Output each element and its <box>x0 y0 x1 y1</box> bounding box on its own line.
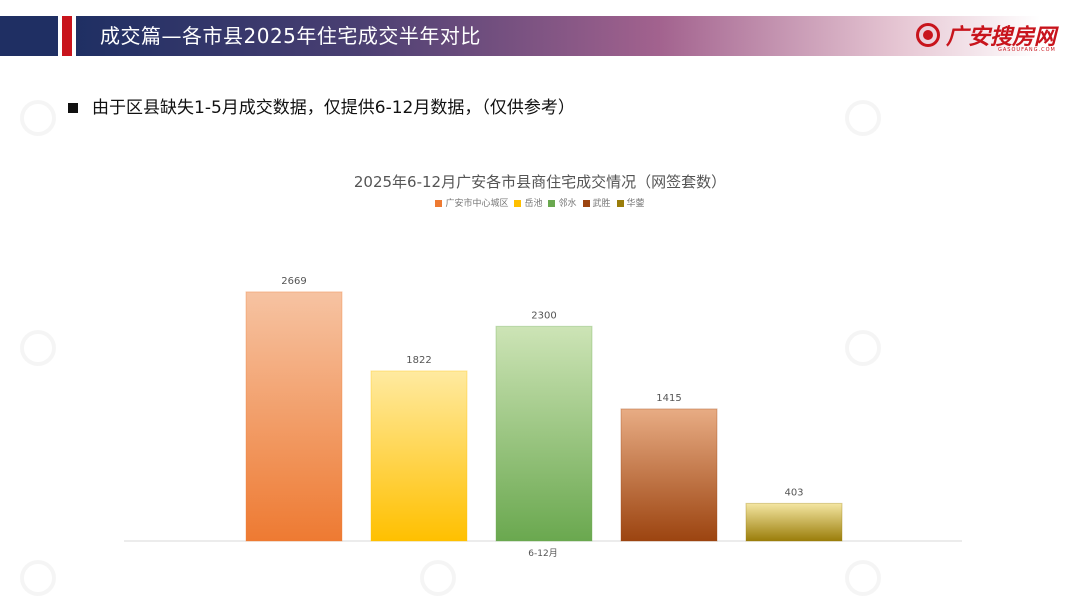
logo-icon <box>916 23 940 47</box>
legend-item: 武胜 <box>582 196 611 209</box>
chart-title: 2025年6-12月广安各市县商住宅成交情况（网签套数） <box>353 173 727 191</box>
watermark-icon <box>845 560 881 596</box>
watermark-icon <box>20 330 56 366</box>
bar-4 <box>620 408 718 542</box>
chart-legend: 广安市中心城区 岳池 邻水 武胜 华蓥 <box>0 196 1080 209</box>
legend-item: 广安市中心城区 <box>435 196 508 209</box>
bar-2 <box>370 370 468 542</box>
bar-value-label: 2669 <box>281 276 306 287</box>
page-title: 成交篇—各市县2025年住宅成交半年对比 <box>100 24 481 48</box>
bar-3 <box>495 325 593 542</box>
legend-item: 岳池 <box>514 196 542 209</box>
legend-label: 武胜 <box>592 199 611 209</box>
bar-1 <box>245 291 343 542</box>
note-text: 由于区县缺失1-5月成交数据，仅提供6-12月数据，（仅供参考） <box>92 98 575 118</box>
legend-swatch <box>435 200 443 207</box>
header-accent-navy <box>0 16 58 56</box>
watermark-icon <box>845 330 881 366</box>
legend-swatch <box>582 200 590 207</box>
legend-label: 邻水 <box>558 199 577 209</box>
watermark-icon <box>845 100 881 136</box>
x-category-label: 6-12月 <box>528 548 557 559</box>
brand-logo: 广安搜房网 GASOUFANG.COM <box>916 21 1070 53</box>
header-bar: 成交篇—各市县2025年住宅成交半年对比 广安搜房网 GASOUFANG.COM <box>0 16 1080 56</box>
bar-value-label: 1822 <box>406 355 431 366</box>
watermark-icon <box>20 560 56 596</box>
legend-swatch <box>514 200 522 207</box>
legend-swatch <box>548 200 556 207</box>
legend-label: 华蓥 <box>626 199 645 209</box>
legend-label: 岳池 <box>524 199 543 209</box>
bars-group: 2669 1822 2300 1415 403 6-12月 <box>245 276 843 559</box>
legend-label: 广安市中心城区 <box>445 199 509 209</box>
logo-text: 广安搜房网 <box>946 25 1057 50</box>
legend-item: 邻水 <box>548 196 577 209</box>
bar-value-label: 1415 <box>656 393 681 404</box>
legend-swatch <box>616 200 624 207</box>
bullet-square-icon <box>68 103 78 113</box>
logo-subtext: GASOUFANG.COM <box>998 47 1056 53</box>
bar-5 <box>745 502 843 542</box>
bar-value-label: 403 <box>784 487 803 498</box>
watermark-icon <box>420 560 456 596</box>
legend-item: 华蓥 <box>616 196 645 209</box>
header-band <box>76 16 1080 56</box>
bar-value-label: 2300 <box>531 310 556 321</box>
watermark-icon <box>20 100 56 136</box>
header-accent-red <box>62 16 72 56</box>
